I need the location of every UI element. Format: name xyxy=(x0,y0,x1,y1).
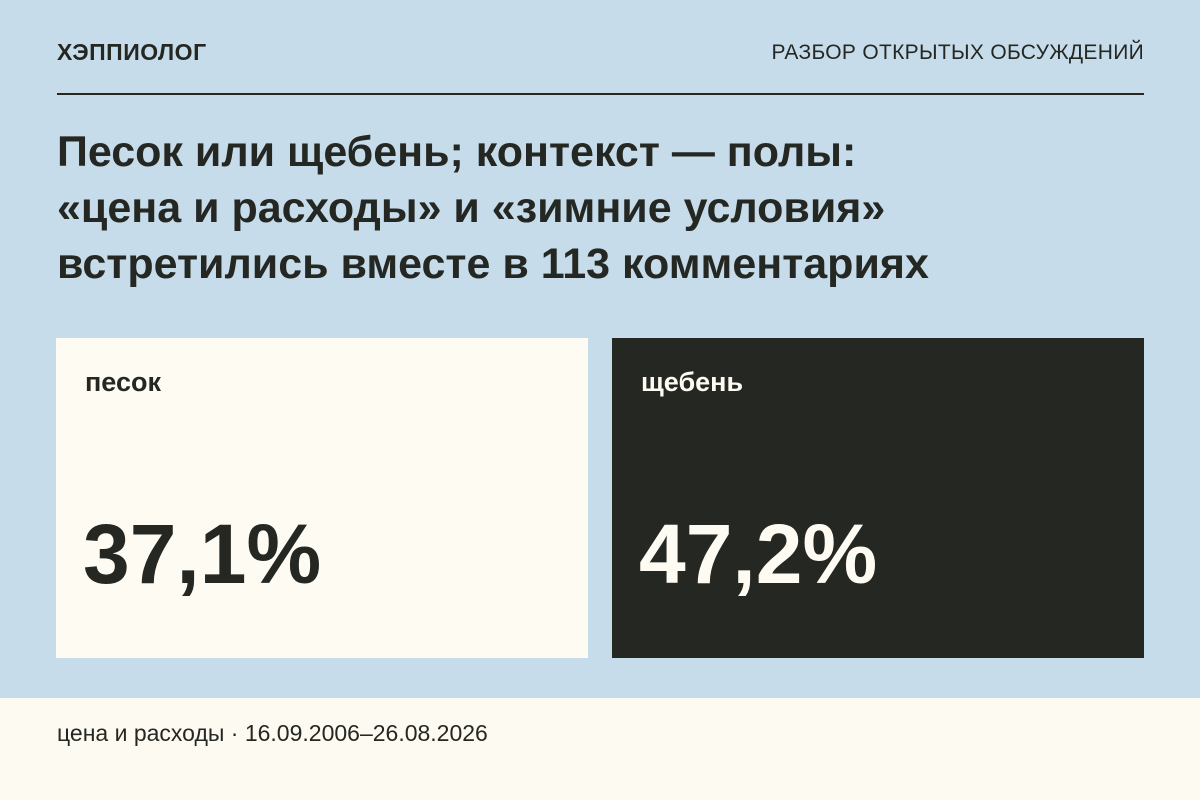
headline-line: Песок или щебень; контекст — полы: xyxy=(57,128,857,176)
stat-card-sand: песок 37,1% xyxy=(56,338,588,658)
headline-line: «цена и расходы» и «зимние условия» xyxy=(57,184,886,232)
stat-label: щебень xyxy=(641,367,744,397)
header-divider xyxy=(57,93,1144,95)
headline: Песок или щебень; контекст — полы: «цена… xyxy=(57,124,1157,292)
brand-logo: ХЭППИОЛОГ xyxy=(57,39,207,65)
stat-value: 37,1% xyxy=(83,507,322,601)
stat-value: 47,2% xyxy=(639,507,878,601)
footer-caption: цена и расходы · 16.09.2006–26.08.2026 xyxy=(57,720,488,746)
hero-panel: ХЭППИОЛОГ РАЗБОР ОТКРЫТЫХ ОБСУЖДЕНИЙ Пес… xyxy=(56,39,1157,658)
headline-line: встретились вместе в 113 комментариях xyxy=(57,240,929,288)
stat-label: песок xyxy=(85,367,161,397)
footer: цена и расходы · 16.09.2006–26.08.2026 xyxy=(0,698,1200,800)
stat-card-gravel: щебень 47,2% xyxy=(612,338,1144,658)
section-title: РАЗБОР ОТКРЫТЫХ ОБСУЖДЕНИЙ xyxy=(771,41,1144,64)
